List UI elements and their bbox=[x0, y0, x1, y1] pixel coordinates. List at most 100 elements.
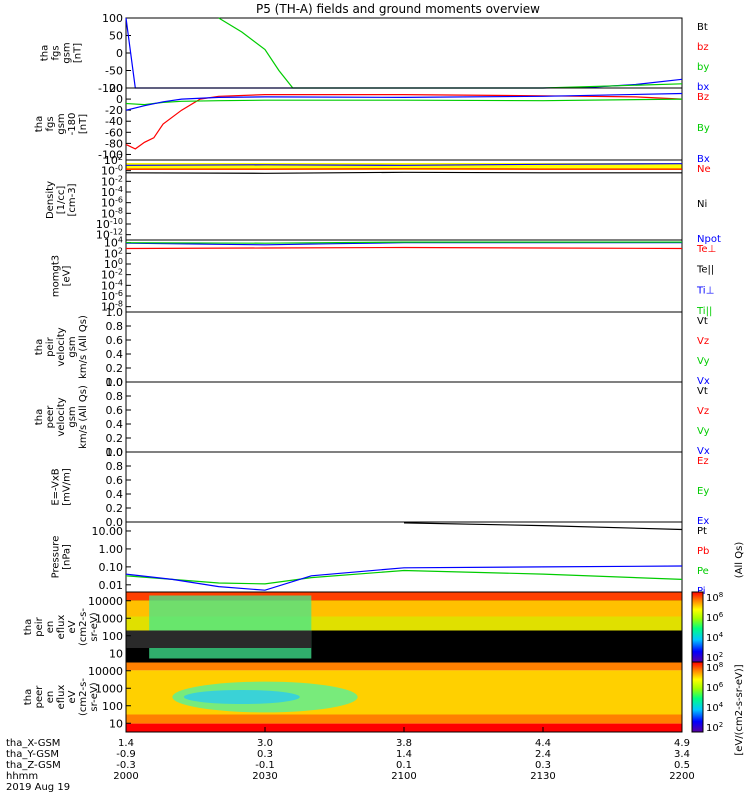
series-Ti|| bbox=[125, 241, 682, 244]
y-axis-label: Pressure [nPa] bbox=[51, 536, 73, 579]
y-axis-label-line: peer bbox=[34, 685, 45, 709]
colorbar-label-text: [eV/(cm2-s-sr-eV)] bbox=[734, 664, 745, 755]
quality-flag-bar bbox=[126, 163, 682, 170]
panel-frame bbox=[125, 87, 683, 161]
y-tick-label: 1.00 bbox=[99, 543, 124, 556]
legend-Ez: Ez bbox=[697, 456, 709, 467]
y-axis-label: tha fgs gsm -180 [nT] bbox=[34, 113, 89, 136]
y-tick-label: -50 bbox=[105, 65, 123, 78]
legend-Vt: Vt bbox=[697, 316, 708, 327]
y-tick-label: 100 bbox=[102, 630, 123, 643]
legend-bx: bx bbox=[697, 82, 709, 93]
y-axis-label-line: tha bbox=[23, 689, 34, 705]
y-tick-label: 0.01 bbox=[99, 579, 124, 592]
x-row-value: 2030 bbox=[252, 771, 277, 782]
colorbar-label: [eV/(cm2-s-sr-eV)] bbox=[734, 664, 745, 755]
y-tick-label: 1.0 bbox=[106, 306, 124, 319]
x-row-label: tha_Z-GSM bbox=[6, 760, 61, 771]
y-axis-label-line: sr-eV) bbox=[89, 612, 100, 641]
legend-Bx: Bx bbox=[697, 154, 710, 165]
y-tick-label: 0.2 bbox=[106, 432, 124, 445]
legend-Vx: Vx bbox=[697, 376, 710, 387]
panel-3: 10210-010-210-410-610-810-1010-12Density… bbox=[45, 153, 721, 245]
colorbar-2 bbox=[691, 661, 704, 733]
y-axis-label-line: -180 bbox=[67, 113, 78, 136]
x-row-value: 2000 bbox=[113, 771, 138, 782]
series-Ti⊥ bbox=[125, 242, 682, 246]
panel-9: 10000 1000 100 10 tha peir en eflux eV (cm2-s-sr-… bbox=[23, 591, 683, 663]
y-tick-label: -100 bbox=[98, 82, 123, 95]
y-tick-label: -40 bbox=[105, 115, 123, 128]
x-row-label: hhmm bbox=[6, 771, 38, 782]
y-tick-label: 0.2 bbox=[106, 502, 124, 515]
y-axis-label-line: km/s (All Qs) bbox=[78, 385, 89, 449]
panel-frame bbox=[125, 381, 683, 453]
y-axis-label: tha peer velocity gsm km/s (All Qs) bbox=[34, 385, 89, 449]
x-row-label: tha_Y-GSM bbox=[6, 749, 59, 760]
colorbar-tick-label: 106 bbox=[706, 611, 724, 624]
y-tick-label: 0.4 bbox=[106, 488, 124, 501]
x-row-value: 2130 bbox=[530, 771, 555, 782]
y-axis-label-line: Pressure bbox=[51, 536, 62, 579]
x-row-value: 4.9 bbox=[674, 738, 690, 749]
panel-frame bbox=[125, 521, 683, 593]
legend-Pt: Pt bbox=[697, 526, 707, 537]
y-axis-label-line: tha bbox=[34, 116, 45, 132]
y-axis-label: Density [1/cc] [cm-3] bbox=[45, 181, 78, 219]
series-by bbox=[218, 17, 683, 89]
legend-bz: bz bbox=[697, 42, 709, 53]
series-Pi bbox=[125, 565, 683, 591]
series-Npot bbox=[125, 163, 683, 166]
series-By bbox=[125, 98, 683, 106]
y-tick-label: 1.0 bbox=[106, 446, 124, 459]
y-axis-label-line: (cm2-s- bbox=[78, 678, 89, 716]
y-axis-label-line: E=-VxB bbox=[51, 468, 62, 505]
y-axis-label-line: Density bbox=[45, 181, 56, 219]
x-row-value: 0.3 bbox=[257, 749, 273, 760]
x-row-value: 0.1 bbox=[396, 760, 412, 771]
y-tick-label: 20 bbox=[109, 82, 123, 95]
y-axis-label-line: eflux bbox=[56, 615, 67, 640]
y-axis-label-line: [nPa] bbox=[62, 544, 73, 570]
y-tick-label: 0.8 bbox=[106, 460, 124, 473]
series-Pe bbox=[125, 569, 683, 585]
y-tick-label: -100 bbox=[98, 148, 123, 161]
legend-Ti||: Ti|| bbox=[696, 306, 712, 317]
spectrogram-low-flux-region bbox=[149, 595, 312, 659]
panel-10: 10000 1000 100 10 tha peer en eflux eV (cm2-s-sr-… bbox=[23, 661, 683, 733]
y-axis-label: tha peer en eflux eV (cm2-s-sr-eV) bbox=[23, 678, 100, 716]
y-axis-label-line: tha bbox=[34, 409, 45, 425]
legend-Te⊥: Te⊥ bbox=[696, 244, 716, 255]
y-axis-label-line: en bbox=[45, 691, 56, 704]
colorbar-tick-label: 102 bbox=[706, 721, 723, 734]
spectrogram-noise bbox=[126, 630, 312, 648]
spectrogram-core bbox=[183, 690, 300, 704]
y-axis-label-line: peer bbox=[45, 405, 56, 429]
legend-Vx: Vx bbox=[697, 446, 710, 457]
colorbar-label-2-text: (All Qs) bbox=[734, 542, 745, 579]
legend-Vz: Vz bbox=[697, 406, 709, 417]
y-tick-label: -80 bbox=[105, 137, 123, 150]
y-tick-label: 1000 bbox=[95, 682, 123, 695]
legend-by: by bbox=[697, 62, 709, 73]
colorbar-tick-label: 108 bbox=[706, 661, 723, 674]
y-axis-label-line: velocity bbox=[56, 327, 67, 366]
panel-frame bbox=[125, 311, 683, 383]
x-row-value: 3.0 bbox=[257, 738, 273, 749]
y-tick-label: 0.8 bbox=[106, 390, 124, 403]
y-tick-label: 1.0 bbox=[106, 376, 124, 389]
y-tick-label: 10 bbox=[109, 647, 123, 660]
y-axis-label-line: fgs bbox=[45, 116, 56, 131]
colorbar-tick-label: 104 bbox=[706, 701, 724, 714]
y-axis-label-line: fgs bbox=[51, 45, 62, 60]
x-row-value: 0.5 bbox=[674, 760, 690, 771]
y-axis-label-line: tha bbox=[34, 339, 45, 355]
y-axis-label-line: [nT] bbox=[73, 43, 84, 63]
y-axis-label: momgt3 [eV] bbox=[51, 255, 73, 297]
legend-Vy: Vy bbox=[697, 426, 710, 437]
